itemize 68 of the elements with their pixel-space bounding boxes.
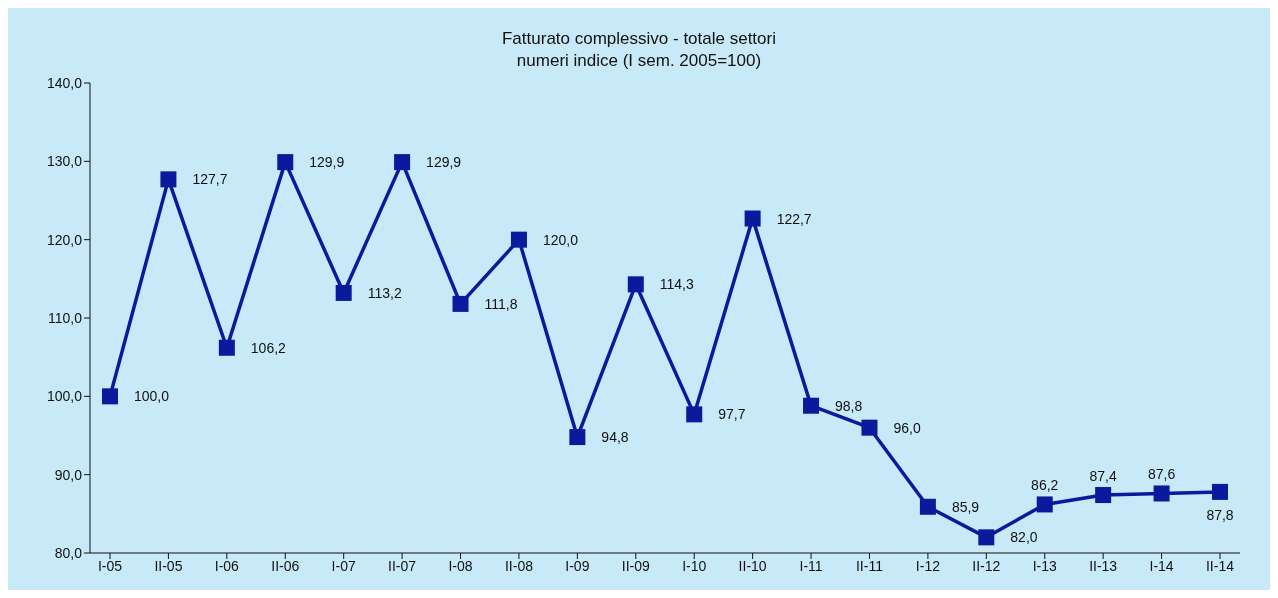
data-label: 127,7: [192, 171, 228, 188]
point: [1153, 485, 1170, 502]
y-tick-label: 140,0: [46, 74, 83, 91]
x-tick-label: I-11: [799, 557, 823, 574]
x-tick-label: II-13: [1089, 557, 1118, 574]
point: [803, 397, 820, 414]
point: [744, 210, 761, 227]
point: [394, 154, 411, 171]
x-tick-label: II-06: [271, 557, 300, 574]
data-label: 87,8: [1206, 506, 1234, 523]
x-tick-label: I-14: [1149, 557, 1174, 574]
data-label: 94,8: [601, 429, 629, 446]
point: [1212, 483, 1228, 500]
data-label: 106,2: [250, 339, 287, 356]
x-tick-label: II-10: [738, 557, 767, 574]
point: [510, 231, 527, 248]
x-tick-label: I-13: [1032, 557, 1058, 574]
y-tick-label: 120,0: [46, 231, 83, 248]
x-tick-label: II-12: [972, 557, 1001, 574]
x-tick-label: II-08: [504, 557, 534, 574]
point: [452, 295, 469, 312]
data-label: 98,8: [835, 397, 863, 414]
y-tick-label: 100,0: [46, 388, 83, 405]
point: [686, 406, 703, 423]
x-tick-label: I-08: [448, 557, 473, 574]
x-tick-label: I-09: [565, 557, 590, 574]
data-label: 100,0: [134, 388, 170, 405]
x-tick-label: II-11: [855, 557, 884, 574]
point: [919, 498, 936, 515]
data-label: 96,0: [893, 419, 921, 436]
data-label: 86,2: [1031, 477, 1059, 494]
point: [569, 429, 586, 446]
x-tick-label: I-05: [97, 557, 123, 574]
point: [861, 419, 878, 436]
x-tick-label: I-06: [214, 557, 240, 574]
point: [1036, 496, 1053, 513]
data-label: 113,2: [367, 284, 402, 301]
data-label: 120,0: [542, 231, 579, 248]
data-label: 82,0: [1010, 529, 1038, 546]
x-tick-label: I-12: [915, 557, 941, 574]
x-tick-label: II-05: [154, 557, 183, 574]
point: [1095, 487, 1112, 504]
y-tick-label: 90,0: [54, 466, 83, 483]
point: [627, 276, 644, 293]
point: [218, 339, 235, 356]
data-label: 122,7: [776, 210, 812, 227]
point: [102, 388, 118, 405]
y-tick-label: 110,0: [48, 309, 83, 326]
point: [978, 529, 995, 546]
y-tick-label: 130,0: [46, 153, 83, 170]
x-tick-label: II-07: [388, 557, 417, 574]
point: [160, 171, 177, 188]
data-label: 97,7: [718, 406, 746, 423]
data-label: 85,9: [951, 498, 980, 515]
y-tick-label: 80,0: [54, 544, 83, 561]
x-tick-label: I-10: [682, 557, 707, 574]
data-label: 114,3: [659, 276, 694, 293]
x-tick-label: I-07: [331, 557, 356, 574]
x-tick-label: II-14: [1205, 557, 1235, 574]
chart-title: Fatturato complessivo - totale settori numeri indice (I sem. 2005=100): [501, 28, 777, 72]
data-label: 129,9: [309, 154, 345, 171]
x-tick-label: II-09: [621, 557, 651, 574]
point: [335, 284, 352, 301]
point: [277, 154, 294, 171]
data-label: 87,4: [1089, 468, 1117, 485]
data-label: 111,8: [484, 295, 518, 312]
data-label: 129,9: [426, 154, 462, 171]
data-label: 87,6: [1147, 466, 1176, 483]
